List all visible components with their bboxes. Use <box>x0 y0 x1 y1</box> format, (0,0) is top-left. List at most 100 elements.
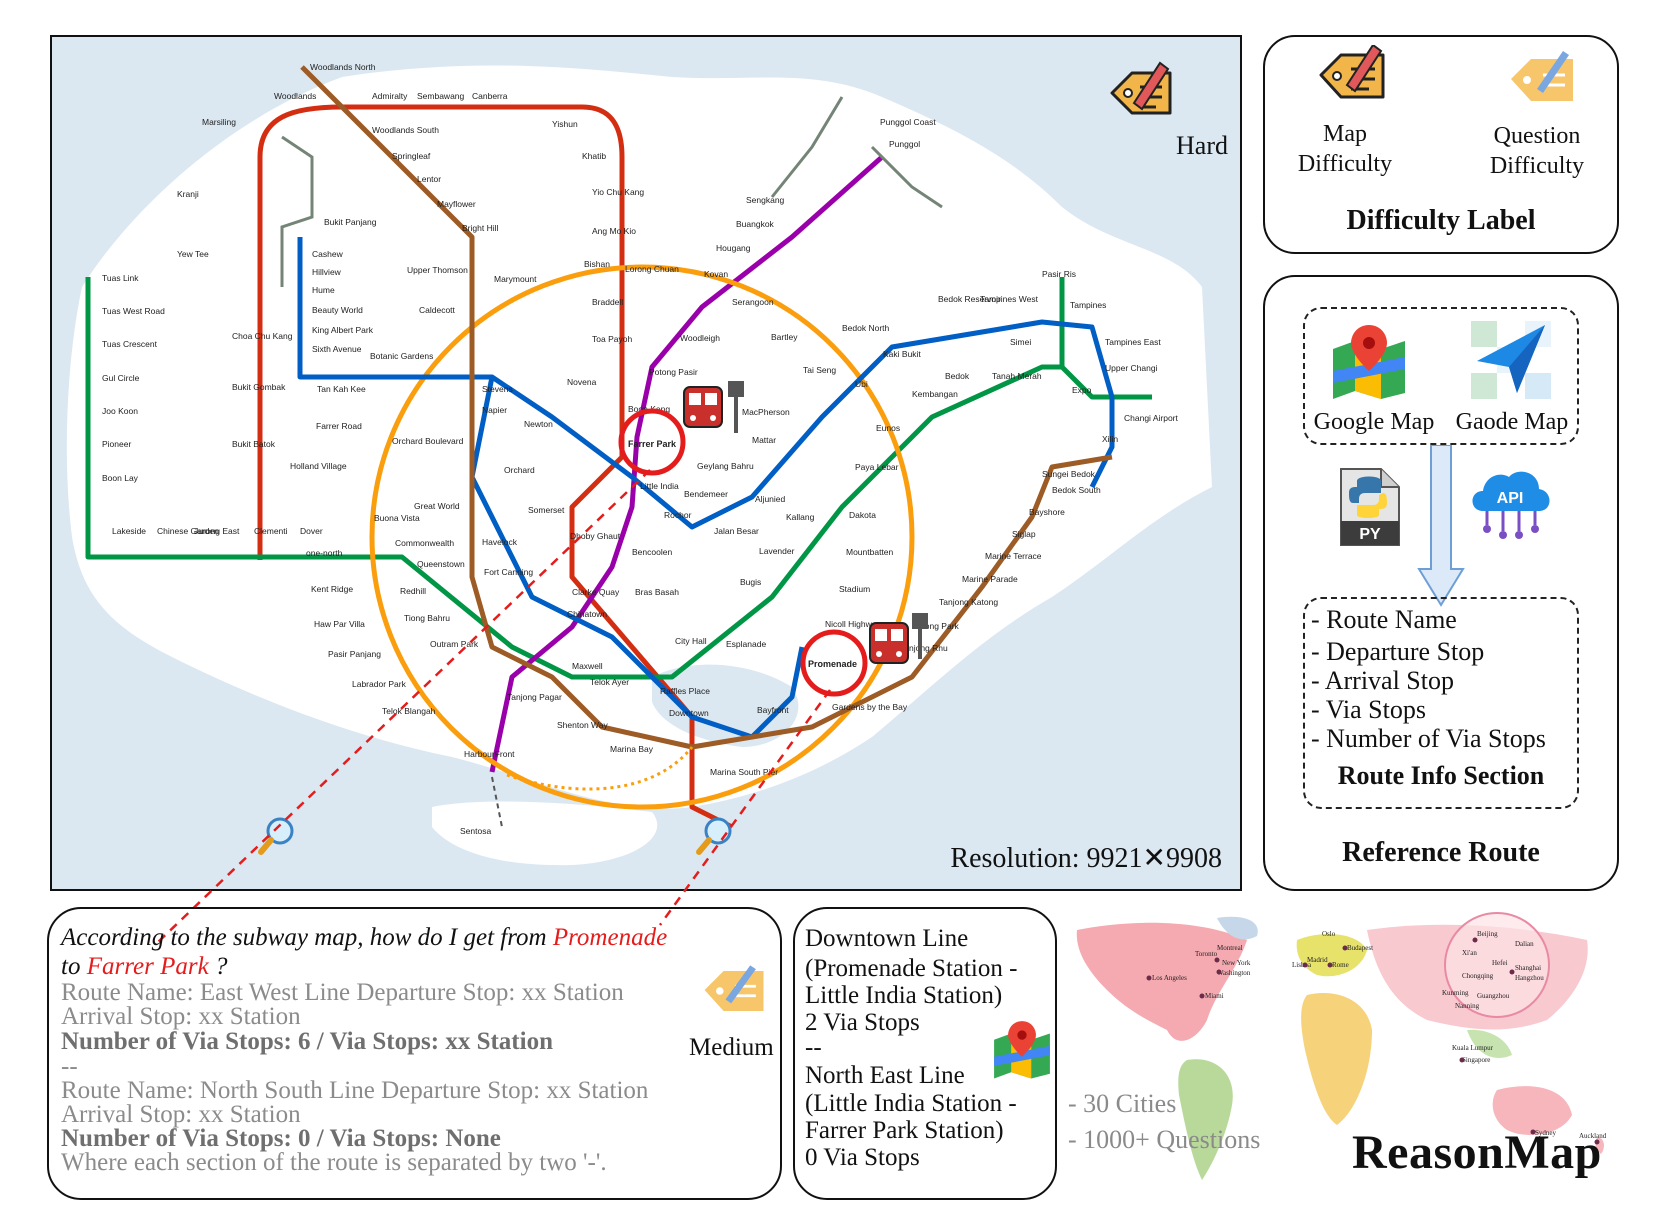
station-little-india: Little India <box>640 481 679 491</box>
question-origin: Promenade <box>552 924 668 951</box>
station-sixth-avenue: Sixth Avenue <box>312 344 362 354</box>
train-icon <box>869 613 928 664</box>
answer-panel: Downtown Line (Promenade Station - Littl… <box>793 907 1057 1200</box>
station-tampines: Tampines <box>1070 300 1106 310</box>
route-field-arrival-stop: - Arrival Stop <box>1311 666 1454 695</box>
station-bayshore: Bayshore <box>1029 507 1065 517</box>
station-macpherson: MacPherson <box>742 407 790 417</box>
station-yio-chu-kang: Yio Chu Kang <box>592 187 644 197</box>
station-kembangan: Kembangan <box>912 389 958 399</box>
question-line-2: to Farrer Park ? <box>61 954 227 979</box>
answer-line: Farrer Park Station) <box>805 1117 1004 1144</box>
python-label: PY <box>1359 526 1381 543</box>
python-file-icon: PY <box>1340 468 1400 546</box>
china-highlight-circle <box>1444 912 1550 1018</box>
station-downtown: Downtown <box>669 708 709 718</box>
city-kuala-lumpur: Kuala Lumpur <box>1452 1044 1494 1052</box>
city-dalian: Dalian <box>1515 940 1534 948</box>
question-mid: to <box>61 953 87 980</box>
city-singapore: Singapore <box>1462 1056 1490 1064</box>
station-yew-tee: Yew Tee <box>177 249 209 259</box>
gaode-map-label: Gaode Map <box>1455 409 1569 435</box>
station-holland-village: Holland Village <box>290 461 347 471</box>
format-line-note: Where each section of the route is separ… <box>61 1149 607 1176</box>
station-one-north: one-north <box>306 548 343 558</box>
station-stadium: Stadium <box>839 584 870 594</box>
google-map-icon <box>994 1021 1050 1079</box>
station-pasir-panjang: Pasir Panjang <box>328 649 381 659</box>
station-farrer-park: Farrer Park <box>628 439 677 449</box>
station-marina-bay: Marina Bay <box>610 744 654 754</box>
map-difficulty-hard-label: Hard <box>1176 131 1228 160</box>
station-kallang: Kallang <box>786 512 815 522</box>
difficulty-label-title: Difficulty Label <box>1346 205 1536 236</box>
station-hillview: Hillview <box>312 267 342 277</box>
station-serangoon: Serangoon <box>732 297 774 307</box>
station-hougang: Hougang <box>716 243 751 253</box>
station-nicoll-highway: Nicoll Highway <box>825 619 881 629</box>
station-newton: Newton <box>524 419 553 429</box>
station-punggol-coast: Punggol Coast <box>880 117 936 127</box>
station-xilin: Xilin <box>1102 434 1118 444</box>
station-dover: Dover <box>300 526 323 536</box>
station-tai-seng: Tai Seng <box>803 365 836 375</box>
city-shanghai: Shanghai <box>1515 964 1541 972</box>
station-orchard-boulevard: Orchard Boulevard <box>392 436 464 446</box>
city-toronto: Toronto <box>1195 950 1218 958</box>
station-eunos: Eunos <box>876 423 900 433</box>
city-xian: Xi'an <box>1462 949 1477 957</box>
station-yishun: Yishun <box>552 119 578 129</box>
station-caldecott: Caldecott <box>419 305 456 315</box>
station-tanjong-pagar: Tanjong Pagar <box>507 692 562 702</box>
station-king-albert-park: King Albert Park <box>312 325 374 335</box>
continent-europe <box>1296 934 1367 977</box>
continent-south-america <box>1178 1059 1233 1180</box>
city-kunming: Kunming <box>1442 989 1469 997</box>
station-kovan: Kovan <box>704 269 728 279</box>
station-upper-thomson: Upper Thomson <box>407 265 468 275</box>
station-farrer-road: Farrer Road <box>316 421 362 431</box>
station-haw-par-villa: Haw Par Villa <box>314 619 365 629</box>
answer-line: 0 Via Stops <box>805 1144 920 1171</box>
city-hefei: Hefei <box>1492 959 1508 967</box>
station-mayflower: Mayflower <box>437 199 476 209</box>
station-ang-mo-kio: Ang Mo Kio <box>592 226 636 236</box>
station-woodleigh: Woodleigh <box>680 333 720 343</box>
api-cloud-icon: API <box>1472 471 1550 539</box>
answer-line: 2 Via Stops <box>805 1009 920 1036</box>
station-cashew: Cashew <box>312 249 344 259</box>
question-difficulty-medium-label: Medium <box>689 1034 774 1061</box>
station-expo: Expo <box>1072 385 1092 395</box>
station-sungei-bedok: Sungei Bedok <box>1042 469 1096 479</box>
station-braddell: Braddell <box>592 297 623 307</box>
map-difficulty-caption: Map Difficulty <box>1297 121 1393 177</box>
format-line-arrival-1: Arrival Stop: xx Station <box>61 1003 301 1030</box>
city-lisboa: Lisboa <box>1292 961 1312 969</box>
hard-difficulty-tag-icon <box>1110 61 1172 115</box>
station-great-world: Great World <box>414 501 460 511</box>
station-napier: Napier <box>482 405 507 415</box>
station-bayfront: Bayfront <box>757 705 789 715</box>
station-harbourfront: HarbourFront <box>464 749 515 759</box>
station-promenade: Promenade <box>808 659 857 669</box>
bukit-panjang-lrt <box>280 135 314 287</box>
station-bukit-batok: Bukit Batok <box>232 439 276 449</box>
route-info-box: - Route Name - Departure Stop - Arrival … <box>1303 597 1579 809</box>
station-gul-circle: Gul Circle <box>102 373 140 383</box>
station-bishan: Bishan <box>584 259 610 269</box>
station-telok-blangah: Telok Blangah <box>382 706 436 716</box>
station-simei: Simei <box>1010 337 1031 347</box>
city-hangzhou: Hangzhou <box>1515 974 1544 982</box>
city-budapest: Budapest <box>1347 944 1373 952</box>
station-bedok: Bedok <box>945 371 970 381</box>
map-sources-box: Google Map Gaode Map <box>1303 307 1579 445</box>
station-chinatown: Chinatown <box>567 609 607 619</box>
station-potong-pasir: Potong Pasir <box>649 367 698 377</box>
station-bugis: Bugis <box>740 577 761 587</box>
station-bukit-panjang: Bukit Panjang <box>324 217 377 227</box>
station-bartley: Bartley <box>771 332 798 342</box>
station-canberra: Canberra <box>472 91 508 101</box>
station-orchard: Orchard <box>504 465 535 475</box>
brand-title: ReasonMap <box>1352 1126 1602 1179</box>
station-bedok-reservoir: Bedok Reservoir <box>938 294 1001 304</box>
